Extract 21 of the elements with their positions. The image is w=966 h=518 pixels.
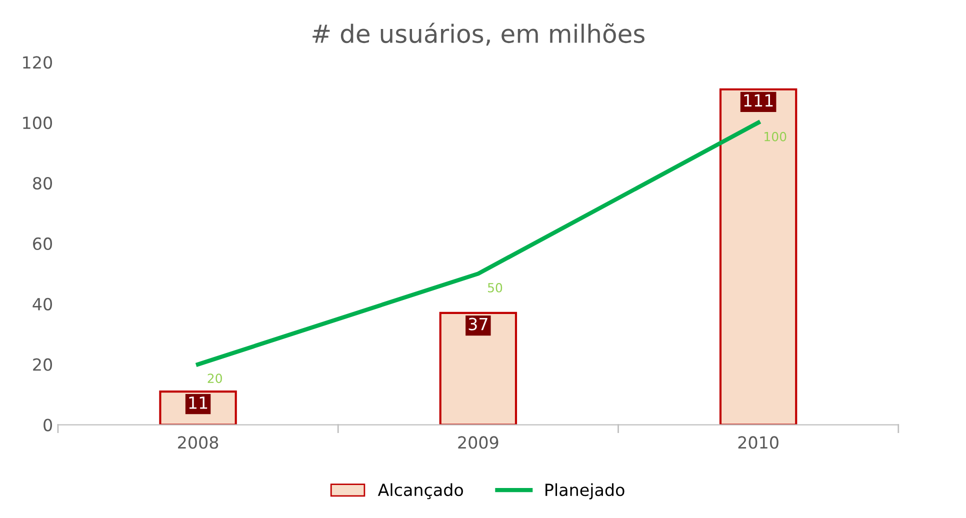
x-tick-label: 2009 [458,436,498,449]
y-tick-label: 80 [33,176,52,190]
y-tick-label: 100 [23,116,52,130]
bar [719,88,798,425]
data-label: 111 [744,94,773,107]
data-label: 50 [488,282,502,292]
data-label: 100 [764,132,786,142]
y-tick-label: 20 [33,358,52,371]
y-tick-label: 120 [23,56,52,69]
y-tick-label: 60 [33,237,52,250]
legend-label: Alcançado [378,483,463,500]
y-tick-label: 0 [44,418,52,432]
y-tick-label: 40 [32,298,52,310]
legend-label: Planejado [546,483,624,500]
x-tick-label: 2010 [738,436,778,449]
chart-title: # de usuários, em milhões [312,22,644,46]
bar [439,312,518,425]
data-label: 37 [468,318,488,330]
x-tick-label: 2008 [178,436,218,449]
data-label: 11 [189,396,208,409]
data-label: 20 [208,374,222,384]
